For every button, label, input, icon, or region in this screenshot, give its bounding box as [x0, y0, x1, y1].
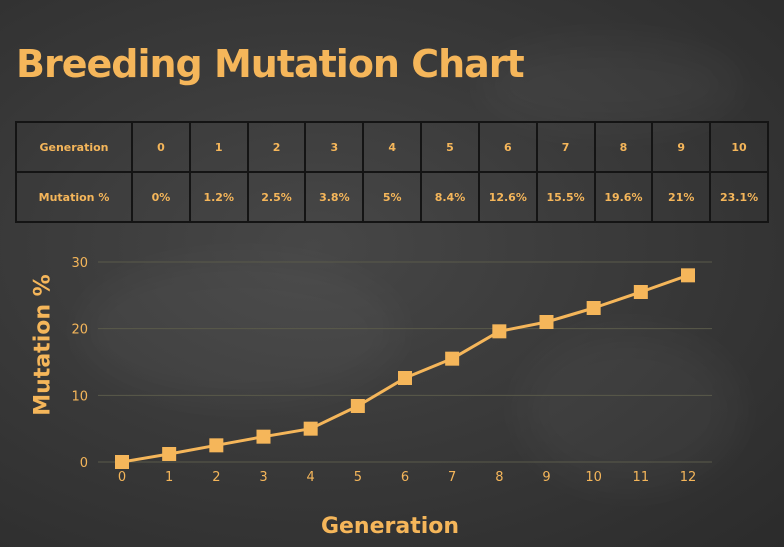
- y-tick-label: 10: [71, 389, 88, 404]
- y-tick-label: 20: [71, 323, 88, 338]
- x-tick-label: 6: [401, 470, 409, 485]
- x-tick-label: 10: [585, 470, 602, 485]
- x-tick-label: 3: [259, 470, 267, 485]
- data-point: [492, 324, 507, 339]
- table-cell: 7: [535, 121, 596, 173]
- table-cell: 10: [709, 121, 769, 173]
- x-tick-label: 5: [354, 470, 362, 485]
- table-cell: 21%: [651, 171, 712, 223]
- table-cell: 5%: [362, 171, 423, 223]
- data-point: [209, 438, 224, 453]
- y-axis-title: Mutation %: [30, 274, 56, 416]
- data-table: Generation 0 1 2 3 4 5 6 7 8 9 10 Mutati…: [15, 121, 769, 223]
- table-cell: 1.2%: [188, 171, 249, 223]
- series-line: [121, 273, 689, 464]
- table-cell: 8: [593, 121, 654, 173]
- x-tick-label: 1: [165, 470, 173, 485]
- data-point: [303, 421, 318, 436]
- table-cell: 23.1%: [709, 171, 769, 223]
- x-tick-label: 7: [448, 470, 456, 485]
- x-tick-label: 8: [495, 470, 503, 485]
- data-point: [586, 301, 601, 315]
- table-cell: 12.6%: [477, 171, 538, 223]
- table-row-header: Mutation %: [15, 171, 133, 223]
- data-point: [681, 268, 695, 283]
- data-point: [256, 429, 271, 444]
- table-row-generation: Generation 0 1 2 3 4 5 6 7 8 9 10: [15, 121, 769, 173]
- x-axis-title: Generation: [320, 514, 460, 539]
- table-cell: 1: [188, 121, 249, 173]
- table-cell: 6: [477, 121, 538, 173]
- table-cell: 0%: [131, 171, 191, 223]
- table-row-mutation: Mutation % 0% 1.2% 2.5% 3.8% 5% 8.4% 12.…: [15, 171, 769, 223]
- y-tick-label: 0: [80, 456, 88, 471]
- table-cell: 3.8%: [304, 171, 365, 223]
- x-tick-label: 0: [118, 470, 126, 485]
- table-cell: 2.5%: [246, 171, 307, 223]
- table-cell: 2: [246, 121, 307, 173]
- table-cell: 19.6%: [593, 171, 654, 223]
- data-point: [350, 399, 365, 413]
- table-cell: 0: [131, 121, 191, 173]
- table-cell: 15.5%: [535, 171, 596, 223]
- data-point: [162, 447, 177, 461]
- table-cell: 4: [362, 121, 423, 173]
- data-point: [115, 455, 129, 469]
- table-row-header: Generation: [15, 121, 133, 173]
- table-cell: 5: [420, 121, 480, 173]
- data-point: [633, 285, 648, 299]
- y-tick-label: 30: [71, 256, 88, 271]
- x-tick-label: 11: [633, 470, 650, 485]
- data-point: [445, 351, 460, 366]
- data-point: [539, 315, 554, 329]
- page-title: Breeding Mutation Chart: [16, 42, 525, 86]
- x-tick-label: 12: [680, 470, 697, 485]
- data-point: [398, 371, 412, 385]
- x-tick-label: 2: [212, 470, 220, 485]
- table-cell: 8.4%: [420, 171, 480, 223]
- x-tick-label: 9: [542, 470, 550, 485]
- table-cell: 3: [304, 121, 365, 173]
- table-cell: 9: [651, 121, 712, 173]
- x-tick-label: 4: [307, 470, 315, 485]
